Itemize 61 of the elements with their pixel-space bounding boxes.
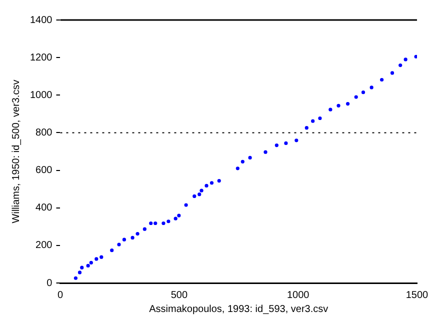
x-tick-label: 1500 [406, 290, 429, 301]
point [100, 255, 104, 259]
point [74, 276, 78, 280]
point [136, 232, 140, 236]
point [204, 184, 208, 188]
point [414, 54, 417, 58]
x-tick-label: 500 [170, 290, 188, 301]
point [184, 203, 188, 207]
point [117, 242, 121, 246]
y-axis-title: Williams, 1950: id_500, ver3.csv [10, 80, 22, 224]
point [294, 138, 298, 142]
y-tick-label: 800 [36, 127, 53, 138]
point [149, 221, 153, 226]
x-tick-label: 0 [57, 290, 64, 301]
point [236, 166, 240, 170]
y-tick-label: 1000 [30, 90, 53, 101]
y-tick-label: 600 [36, 165, 53, 176]
y-tick-label: 400 [36, 202, 53, 214]
point [110, 248, 114, 252]
point [80, 266, 84, 270]
point [162, 221, 166, 226]
point [94, 257, 98, 261]
point [336, 104, 340, 108]
point [177, 214, 181, 218]
x-tick-label: 1000 [286, 290, 310, 301]
point [240, 160, 244, 164]
point [200, 188, 204, 192]
y-tick-label: 1200 [30, 52, 53, 64]
point [217, 179, 221, 183]
point [142, 227, 146, 231]
y-tick-label: 200 [36, 240, 53, 252]
point [354, 95, 358, 99]
point [89, 260, 93, 265]
point [264, 150, 268, 154]
point [274, 144, 278, 148]
point [304, 126, 308, 130]
point [78, 270, 82, 274]
point [361, 90, 366, 94]
point [122, 238, 126, 242]
point [86, 264, 90, 268]
point [248, 156, 252, 160]
point [318, 116, 322, 120]
point [404, 58, 408, 62]
point [166, 220, 170, 224]
point [398, 63, 402, 68]
point [198, 192, 202, 196]
y-tick-label: 1400 [30, 14, 53, 26]
point [390, 71, 394, 75]
point [328, 108, 332, 112]
point [284, 141, 288, 146]
point [192, 194, 196, 198]
point [370, 86, 374, 90]
point [210, 181, 214, 185]
point [311, 119, 315, 123]
y-tick-label: 0 [46, 278, 53, 289]
point [130, 236, 134, 240]
point [346, 102, 350, 106]
point [174, 216, 178, 220]
point [154, 221, 158, 226]
x-axis-title: Assimakopoulos, 1993: id_593, ver3.csv [149, 304, 328, 315]
point [380, 78, 384, 82]
